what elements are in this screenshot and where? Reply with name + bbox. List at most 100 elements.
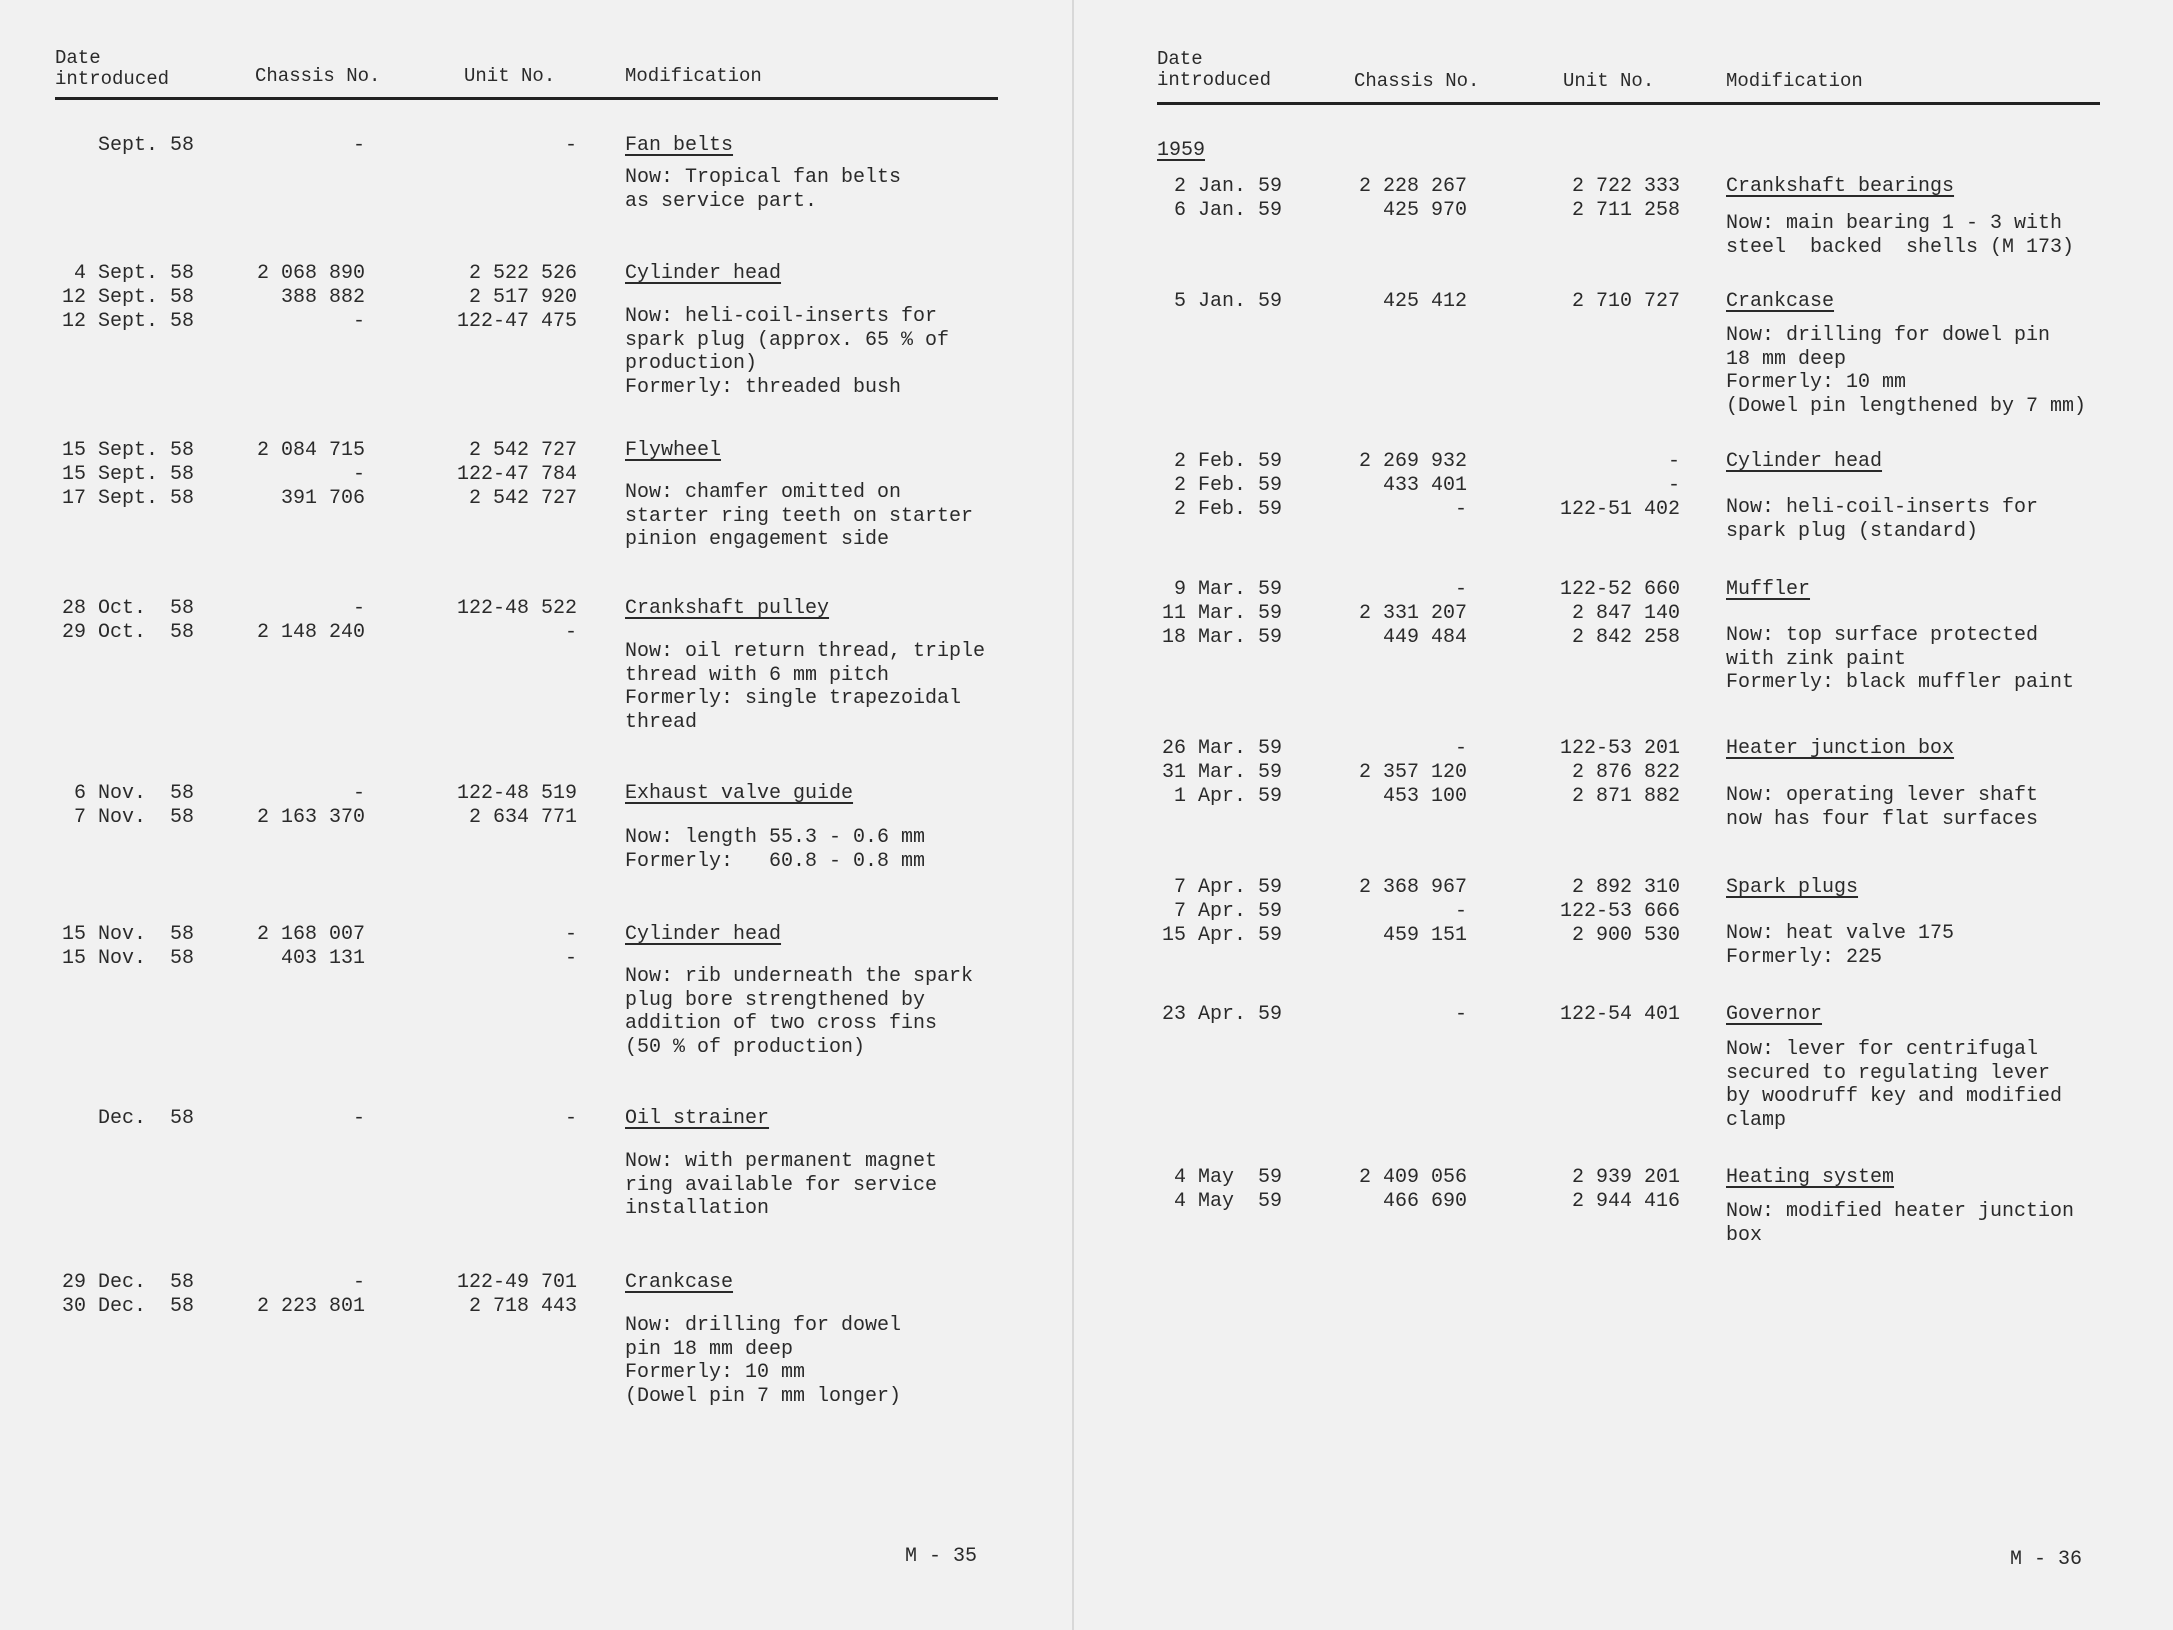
entry-date: 26 Mar. 59 (1161, 737, 1282, 760)
modification-description-line: production) (625, 352, 758, 375)
modification-title: Spark plugs (1726, 876, 1859, 899)
modification-description-line: Now: drilling for dowel (625, 1314, 902, 1337)
entry-chassis-no: 2 168 007 (256, 923, 365, 946)
entry-chassis-no: 459 151 (1382, 924, 1467, 947)
modification-description-line: Now: top surface protected (1726, 624, 2039, 647)
modification-description-line: Now: rib underneath the spark (625, 965, 974, 988)
page-number: M - 36 (2010, 1548, 2083, 1571)
entry-date: 4 Sept. 58 (73, 262, 194, 285)
entry-chassis-no: 2 368 967 (1358, 876, 1467, 899)
modification-description-line: box (1726, 1223, 1763, 1247)
entry-unit-no: 122-52 660 (1559, 578, 1680, 601)
modification-description-line: Now: heli-coil-inserts for (625, 305, 938, 328)
entry-chassis-no: - (352, 310, 365, 333)
entry-date: 2 Feb. 59 (1173, 474, 1282, 497)
modification-description-line: addition of two cross fins (625, 1012, 938, 1035)
modification-description-line: Now: main bearing 1 - 3 with (1726, 212, 2063, 235)
modification-description-line: 18 mm deep (1726, 347, 1847, 371)
entry-chassis-no: 2 223 801 (256, 1295, 365, 1318)
modification-description-line: thread (625, 710, 698, 734)
entry-chassis-no: 2 068 890 (256, 262, 365, 285)
modification-description-line: now has four flat surfaces (1726, 807, 2039, 831)
entry-unit-no: 122-48 519 (456, 782, 577, 805)
modification-description-line: Now: operating lever shaft (1726, 784, 2039, 807)
entry-unit-no: 122-54 401 (1559, 1003, 1680, 1026)
modification-description-line: Now: lever for centrifugal (1726, 1038, 2039, 1061)
entry-unit-no: - (1667, 450, 1680, 473)
entry-date: 29 Dec. 58 (61, 1271, 194, 1294)
entry-unit-no: 2 542 727 (468, 487, 577, 510)
modification-title: Exhaust valve guide (625, 782, 854, 805)
modification-title: Governor (1726, 1003, 1823, 1026)
modification-description-line: Now: heli-coil-inserts for (1726, 496, 2039, 519)
entry-unit-no: - (1667, 474, 1680, 497)
modification-description-line: Formerly: single trapezoidal (625, 687, 962, 710)
modification-description-line: ring available for service (625, 1173, 938, 1197)
entry-date: 5 Jan. 59 (1173, 290, 1282, 313)
entry-date: 6 Nov. 58 (73, 782, 194, 805)
modification-description-line: thread with 6 mm pitch (625, 663, 890, 687)
entry-chassis-no: - (1454, 737, 1467, 760)
modification-description-line: installation (625, 1197, 770, 1220)
entry-date: 15 Sept. 58 (61, 439, 194, 462)
entry-chassis-no: - (1454, 498, 1467, 521)
modification-description-line: Now: drilling for dowel pin (1726, 324, 2051, 347)
modification-description-line: clamp (1726, 1108, 1787, 1132)
entry-chassis-no: - (352, 1107, 365, 1130)
entry-date: 7 Apr. 59 (1173, 900, 1282, 923)
modification-title: Crankshaft bearings (1726, 175, 1955, 198)
modification-description-line: Now: with permanent magnet (625, 1150, 938, 1173)
entry-unit-no: - (564, 947, 577, 970)
entry-chassis-no: 388 882 (280, 286, 365, 309)
modification-title: Cylinder head (625, 262, 782, 285)
entry-date: Dec. 58 (97, 1107, 194, 1130)
entry-unit-no: 122-47 475 (456, 310, 577, 333)
entry-date: 4 May 59 (1173, 1190, 1282, 1213)
modification-title: Heater junction box (1726, 737, 1955, 760)
entry-date: Sept. 58 (97, 134, 194, 157)
modification-description-line: (Dowel pin 7 mm longer) (625, 1384, 902, 1408)
modification-title: Heating system (1726, 1166, 1895, 1189)
modification-description-line: spark plug (approx. 65 % of (625, 328, 950, 352)
header-rule (55, 97, 998, 100)
entry-date: 7 Nov. 58 (73, 806, 194, 829)
header-rule (1157, 102, 2100, 105)
header-modification: Modification (625, 65, 762, 87)
entry-unit-no: 2 871 882 (1571, 785, 1680, 808)
header-date-line1: Date (1157, 48, 1203, 70)
modification-description-line: Formerly: 10 mm (1726, 371, 1907, 394)
entry-unit-no: 122-47 784 (456, 463, 577, 486)
entry-unit-no: 122-51 402 (1559, 498, 1680, 521)
modification-title: Muffler (1726, 578, 1811, 601)
entry-chassis-no: - (352, 782, 365, 805)
entry-chassis-no: - (352, 1271, 365, 1294)
modification-description-line: Formerly: black muffler paint (1726, 671, 2075, 694)
entry-date: 7 Apr. 59 (1173, 876, 1282, 899)
entry-date: 15 Nov. 58 (61, 947, 194, 970)
entry-unit-no: 2 847 140 (1571, 602, 1680, 625)
modification-description-line: Now: chamfer omitted on (625, 481, 902, 504)
modification-title: Crankcase (625, 1271, 734, 1294)
entry-date: 12 Sept. 58 (61, 286, 194, 309)
entry-chassis-no: 391 706 (280, 487, 365, 510)
entry-chassis-no: 2 331 207 (1358, 602, 1467, 625)
modification-title: Oil strainer (625, 1107, 770, 1130)
entry-chassis-no: - (1454, 1003, 1467, 1026)
entry-date: 11 Mar. 59 (1161, 602, 1282, 625)
entry-date: 1 Apr. 59 (1173, 785, 1282, 808)
modification-description-line: Now: length 55.3 - 0.6 mm (625, 826, 926, 849)
modification-description-line: starter ring teeth on starter (625, 504, 974, 528)
entry-unit-no: 122-48 522 (456, 597, 577, 620)
entry-chassis-no: 453 100 (1382, 785, 1467, 808)
entry-chassis-no: 433 401 (1382, 474, 1467, 497)
modification-description-line: Formerly: 10 mm (625, 1361, 806, 1384)
header-unit: Unit No. (1563, 70, 1655, 92)
modification-title: Crankshaft pulley (625, 597, 830, 620)
entry-date: 12 Sept. 58 (61, 310, 194, 333)
modification-description-line: spark plug (standard) (1726, 519, 1979, 543)
entry-unit-no: 122-53 666 (1559, 900, 1680, 923)
modification-description-line: by woodruff key and modified (1726, 1085, 2063, 1108)
modification-description-line: Now: heat valve 175 (1726, 922, 1955, 945)
year-heading: 1959 (1157, 139, 1206, 162)
entry-date: 15 Sept. 58 (61, 463, 194, 486)
